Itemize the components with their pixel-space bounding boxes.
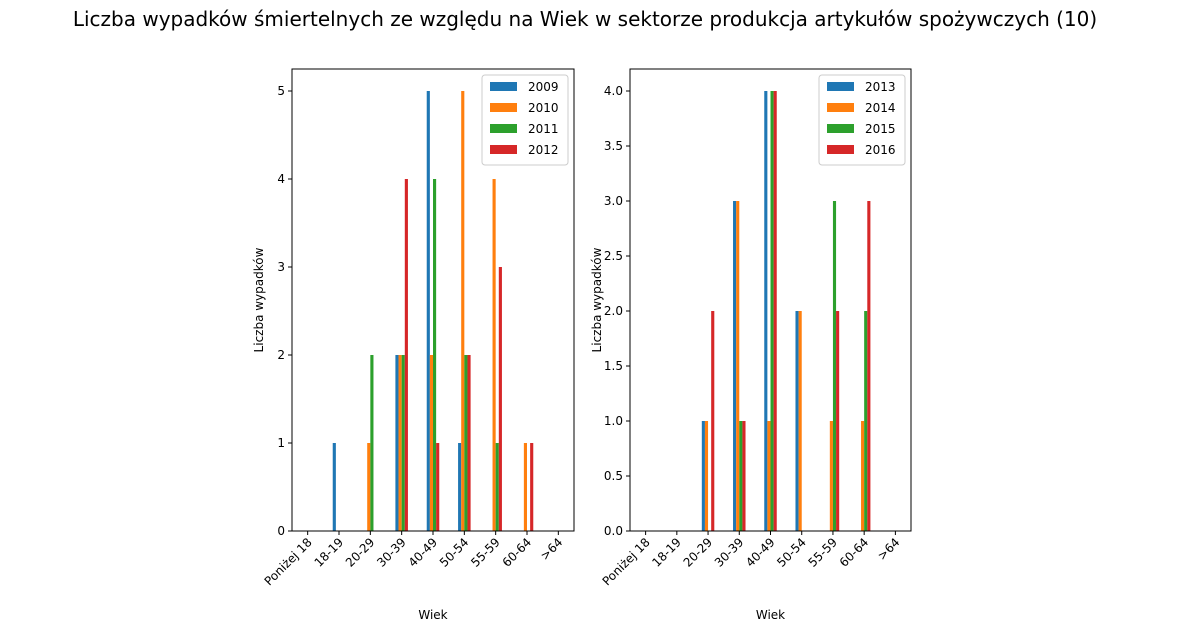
- legend-label-2015: 2015: [865, 122, 896, 136]
- x-tick-label: 18-19: [649, 535, 684, 570]
- bar-2010-40-49: [429, 355, 433, 531]
- bar-2015-60-64: [864, 311, 868, 531]
- x-tick-label: 40-49: [743, 535, 778, 570]
- legend-swatch-2010: [490, 103, 517, 112]
- bar-2012-60-64: [530, 443, 534, 531]
- y-tick-label: 3: [277, 260, 285, 274]
- x-tick-label: 40-49: [406, 535, 441, 570]
- legend-swatch-2014: [827, 103, 854, 112]
- bar-2016-20-29: [711, 311, 715, 531]
- legend-label-2016: 2016: [865, 143, 896, 157]
- x-tick-label: 30-39: [374, 535, 409, 570]
- bar-2010-50-54: [461, 91, 465, 531]
- bar-2010-20-29: [367, 443, 371, 531]
- bar-2015-30-39: [739, 421, 743, 531]
- y-axis-label: Liczba wypadków: [252, 247, 266, 352]
- legend-swatch-2015: [827, 124, 854, 133]
- x-tick-label: 50-54: [774, 535, 809, 570]
- bar-2012-50-54: [467, 355, 471, 531]
- bar-2016-40-49: [773, 91, 777, 531]
- y-tick-label: 5: [277, 84, 285, 98]
- y-tick-label: 0: [277, 524, 285, 538]
- y-tick-label: 4.0: [604, 84, 623, 98]
- bar-2014-60-64: [861, 421, 865, 531]
- y-tick-label: 3.5: [604, 139, 623, 153]
- bar-2011-20-29: [370, 355, 374, 531]
- x-tick-label: 18-19: [312, 535, 347, 570]
- legend-swatch-2011: [490, 124, 517, 133]
- x-tick-label: >64: [875, 535, 903, 563]
- bar-2013-40-49: [764, 91, 768, 531]
- legend-label-2010: 2010: [528, 101, 559, 115]
- y-tick-label: 2.5: [604, 249, 623, 263]
- y-tick-label: 1: [277, 436, 285, 450]
- y-tick-label: 2: [277, 348, 285, 362]
- bar-2010-60-64: [523, 443, 527, 531]
- bar-2015-55-59: [832, 201, 837, 531]
- bar-2016-60-64: [867, 201, 871, 531]
- chart-title: Liczba wypadków śmiertelnych ze względu …: [72, 7, 1098, 31]
- legend-swatch-2009: [490, 82, 517, 91]
- x-tick-label: Poniżej 18: [600, 535, 653, 588]
- right-chart: 0.0 0.5 1.0 1.5 2.0 2.5 3.0 3.5 4.0 Poniżej 1818-…: [590, 68, 912, 622]
- bar-2014-20-29: [704, 421, 709, 531]
- bar-2016-55-59: [836, 311, 840, 531]
- bar-2012-40-49: [436, 443, 440, 531]
- bar-2010-30-39: [398, 355, 402, 531]
- bar-2011-55-59: [495, 443, 499, 531]
- y-tick-label: 0.0: [604, 524, 623, 538]
- x-tick-label: 20-29: [681, 535, 716, 570]
- bar-2009-18-19: [332, 443, 336, 531]
- y-axis-label: Liczba wypadków: [590, 247, 604, 352]
- legend-swatch-2013: [827, 82, 854, 91]
- x-tick-label: 50-54: [437, 535, 472, 570]
- bar-2014-30-39: [736, 201, 740, 531]
- bar-2014-40-49: [767, 421, 771, 531]
- bar-2013-30-39: [733, 201, 737, 531]
- y-tick-label: 1.0: [604, 414, 623, 428]
- bar-2012-30-39: [404, 179, 408, 531]
- bar-2011-50-54: [464, 355, 468, 531]
- legend-box: [818, 74, 906, 166]
- x-axis-label: Wiek: [756, 608, 785, 622]
- legend-swatch-2016: [827, 145, 854, 154]
- x-tick-label: 55-59: [806, 535, 841, 570]
- legend-label-2011: 2011: [528, 122, 559, 136]
- y-tick-label: 3.0: [604, 194, 623, 208]
- x-tick-label: 20-29: [343, 535, 378, 570]
- x-tick-label: Poniżej 18: [262, 535, 315, 588]
- legend-swatch-2012: [490, 145, 517, 154]
- x-tick-label: >64: [538, 535, 566, 563]
- legend-label-2013: 2013: [865, 80, 896, 94]
- x-axis-label: Wiek: [418, 608, 447, 622]
- bar-2010-55-59: [492, 179, 496, 531]
- legend-label-2009: 2009: [528, 80, 559, 94]
- bar-2016-30-39: [742, 421, 746, 531]
- bar-2014-50-54: [798, 311, 802, 531]
- y-tick-label: 4: [277, 172, 285, 186]
- bar-2013-20-29: [701, 421, 705, 531]
- y-tick-label: 1.5: [604, 359, 623, 373]
- left-chart: 0 1 2 3 4 5 Poniżej 1818-1920-2930-3940-4950-5…: [252, 68, 575, 622]
- y-tick-label: 2.0: [604, 304, 623, 318]
- bar-2012-55-59: [498, 267, 502, 531]
- bar-2013-50-54: [795, 311, 799, 531]
- legend-label-2014: 2014: [865, 101, 896, 115]
- x-tick-label: 60-64: [837, 535, 872, 570]
- bar-2011-40-49: [433, 179, 437, 531]
- legend-box: [481, 74, 569, 166]
- x-tick-label: 30-39: [712, 535, 747, 570]
- legend-label-2012: 2012: [528, 143, 559, 157]
- x-tick-label: 60-64: [500, 535, 535, 570]
- y-tick-label: 0.5: [604, 469, 623, 483]
- bar-2015-40-49: [770, 91, 774, 531]
- x-tick-label: 55-59: [468, 535, 503, 570]
- bar-2014-55-59: [829, 421, 833, 531]
- bar-2009-40-49: [426, 91, 430, 531]
- bar-2009-50-54: [458, 443, 462, 531]
- bar-2009-30-39: [395, 355, 399, 531]
- bar-2011-30-39: [401, 355, 405, 531]
